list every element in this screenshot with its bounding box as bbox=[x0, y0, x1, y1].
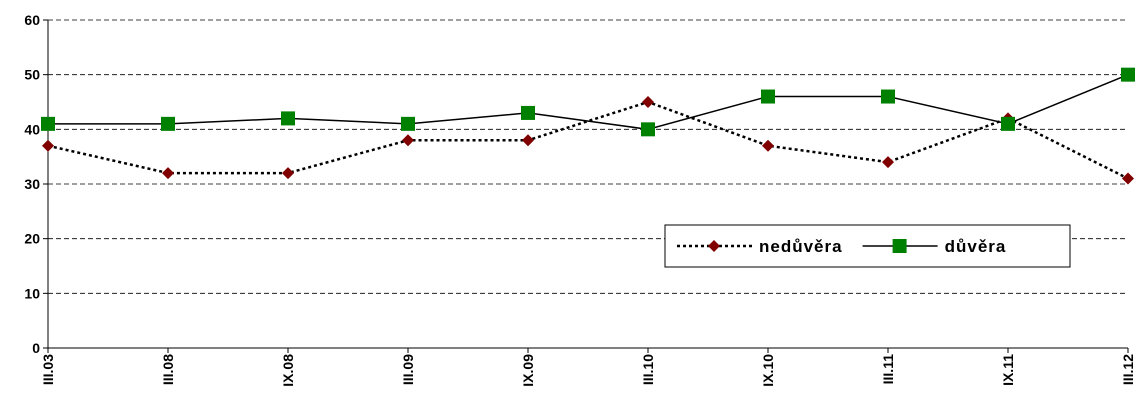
y-tick-label: 50 bbox=[24, 67, 40, 83]
data-point bbox=[521, 105, 535, 120]
data-point bbox=[762, 139, 774, 152]
legend-marker bbox=[892, 239, 907, 253]
x-tick-label: IX.10 bbox=[760, 354, 776, 387]
x-tick-label: III.09 bbox=[400, 354, 416, 385]
data-point bbox=[522, 134, 534, 147]
series-line bbox=[48, 73, 1129, 131]
legend-label: nedůvěra bbox=[759, 237, 843, 256]
y-tick-label: 60 bbox=[24, 12, 40, 28]
data-point bbox=[282, 167, 294, 180]
data-point bbox=[1121, 67, 1135, 82]
series-line bbox=[47, 100, 1129, 180]
y-tick-label: 10 bbox=[24, 285, 40, 301]
y-tick-label: 30 bbox=[24, 176, 40, 192]
data-point bbox=[42, 139, 54, 152]
x-tick-label: IX.11 bbox=[1000, 354, 1016, 386]
data-point bbox=[281, 111, 295, 126]
data-point bbox=[162, 167, 174, 180]
x-tick-label: III.03 bbox=[40, 354, 56, 385]
x-tick-label: III.11 bbox=[880, 354, 896, 385]
data-point bbox=[402, 134, 414, 147]
legend-marker bbox=[708, 240, 720, 252]
x-tick-label: IX.09 bbox=[520, 354, 536, 387]
x-tick-label: III.10 bbox=[640, 354, 656, 385]
data-point bbox=[1122, 172, 1134, 185]
legend-label: důvěra bbox=[945, 237, 1007, 256]
data-point bbox=[41, 116, 55, 131]
y-tick-label: 20 bbox=[24, 231, 40, 247]
y-tick-label: 0 bbox=[32, 340, 40, 356]
x-tick-label: IX.08 bbox=[280, 354, 296, 387]
y-tick-label: 40 bbox=[24, 121, 40, 137]
x-tick-label: III.12 bbox=[1120, 354, 1135, 385]
data-point bbox=[641, 122, 655, 137]
x-tick-label: III.08 bbox=[160, 354, 176, 385]
data-point bbox=[881, 89, 895, 104]
data-point bbox=[882, 156, 894, 169]
data-point bbox=[761, 89, 775, 104]
data-point bbox=[642, 96, 654, 108]
data-point bbox=[401, 116, 415, 131]
data-point bbox=[1001, 116, 1015, 131]
legend: nedůvěra důvěra bbox=[664, 224, 1071, 268]
data-point bbox=[161, 116, 175, 131]
